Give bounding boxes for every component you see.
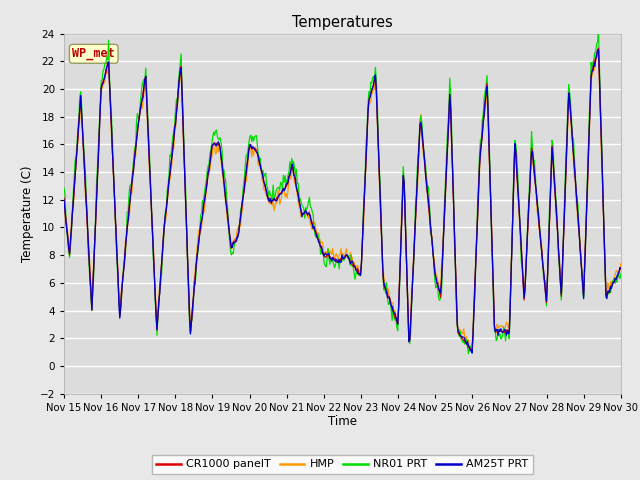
Y-axis label: Temperature (C): Temperature (C) bbox=[21, 165, 34, 262]
Title: Temperatures: Temperatures bbox=[292, 15, 393, 30]
X-axis label: Time: Time bbox=[328, 415, 357, 429]
Text: WP_met: WP_met bbox=[72, 48, 115, 60]
Legend: CR1000 panelT, HMP, NR01 PRT, AM25T PRT: CR1000 panelT, HMP, NR01 PRT, AM25T PRT bbox=[152, 455, 533, 474]
